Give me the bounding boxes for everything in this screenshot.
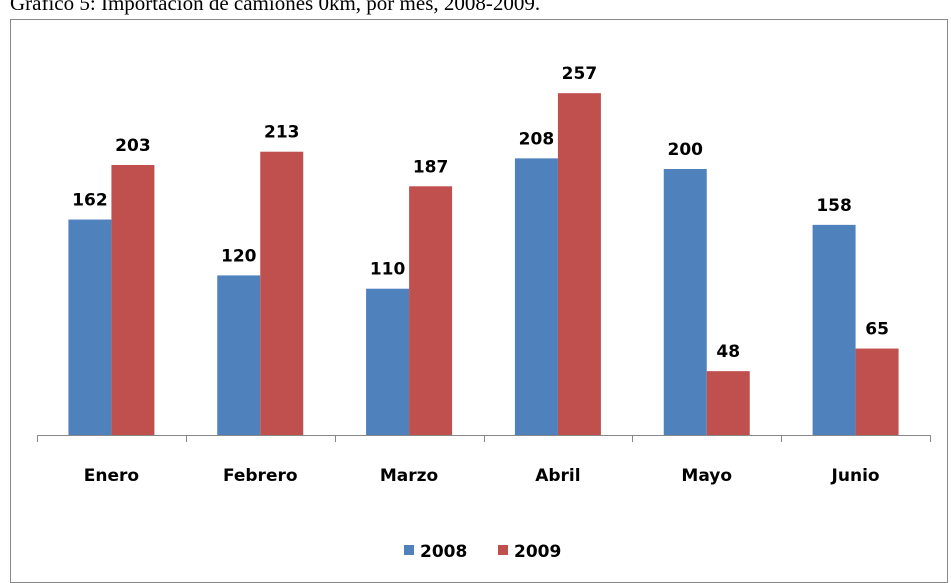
value-label: 187 [413, 157, 449, 177]
value-label: 120 [221, 246, 257, 266]
bar [663, 169, 707, 435]
bar [706, 371, 750, 435]
legend-label: 2009 [514, 542, 561, 562]
bar [409, 186, 453, 435]
value-label: 110 [370, 260, 406, 280]
chart-title: Gráfico 5: Importación de camiones 0km, … [10, 0, 540, 15]
x-tick-label: Enero [84, 466, 139, 486]
value-label: 158 [816, 196, 852, 216]
legend-swatch [404, 545, 414, 555]
bar [855, 348, 899, 435]
bar [557, 93, 601, 435]
x-tick-label: Febrero [223, 466, 298, 486]
bar [260, 151, 304, 435]
bar [514, 158, 558, 436]
bar [111, 165, 155, 435]
bar [68, 219, 112, 435]
bar [217, 275, 261, 435]
x-tick-label: Abril [535, 466, 580, 486]
legend-swatch [498, 545, 508, 555]
value-label: 48 [716, 342, 740, 362]
chart-frame [10, 19, 948, 583]
x-tick-label: Marzo [380, 466, 438, 486]
value-label: 65 [865, 320, 889, 340]
x-tick-label: Mayo [681, 466, 732, 486]
bar [366, 288, 410, 435]
value-label: 162 [72, 191, 108, 211]
bar [812, 224, 856, 435]
value-label: 208 [519, 129, 555, 149]
x-tick-label: Junio [831, 466, 880, 486]
value-label: 257 [562, 64, 598, 84]
value-label: 213 [264, 123, 300, 143]
value-label: 200 [668, 140, 704, 160]
value-label: 203 [115, 136, 151, 156]
legend-label: 2008 [420, 542, 467, 562]
